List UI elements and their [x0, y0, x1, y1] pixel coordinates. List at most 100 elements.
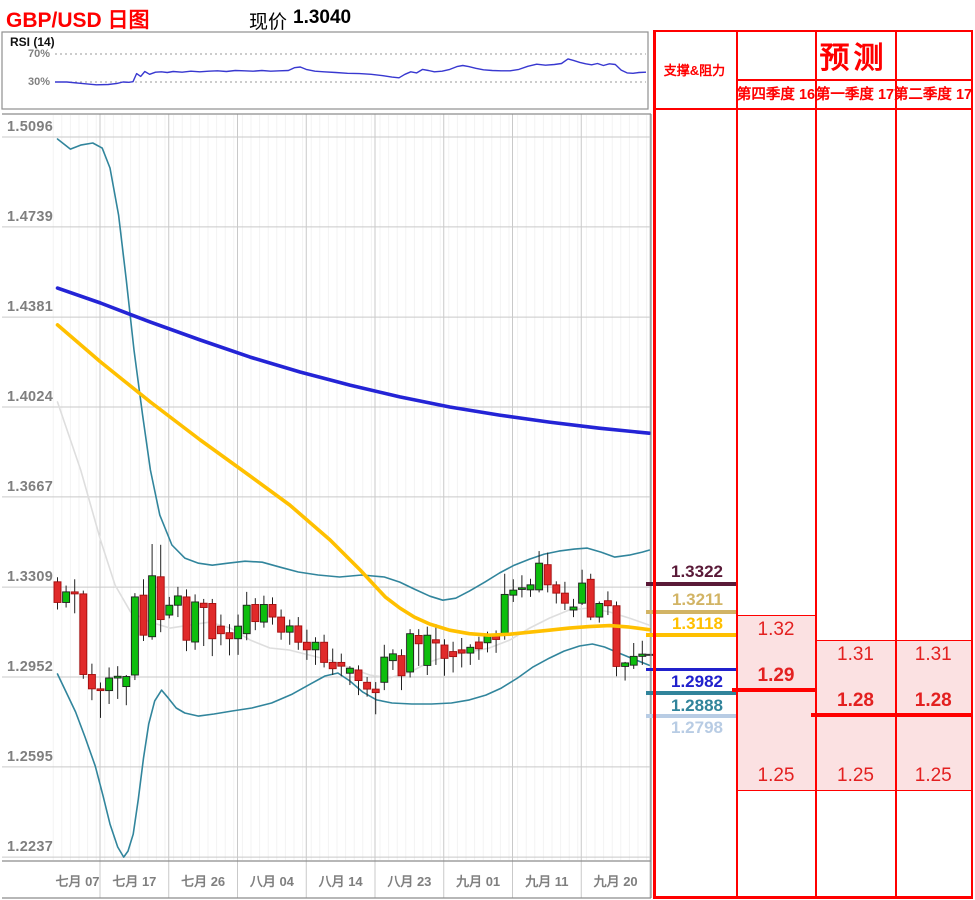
candle-down: [208, 603, 217, 640]
forecast-mid-line: [891, 713, 971, 718]
candle-down: [225, 632, 234, 640]
x-axis-label: 九月 01: [456, 873, 501, 889]
forecast-cell: [737, 614, 815, 791]
x-axis-label: 七月 26: [181, 873, 226, 889]
y-axis-label: 1.3667: [7, 478, 54, 495]
candle-up: [621, 662, 630, 667]
rsi-indicator-label: RSI (14): [10, 35, 55, 49]
candle-up: [191, 601, 200, 643]
forecast-mid-value: 1.28: [914, 690, 952, 712]
sr-level-line: [646, 609, 736, 614]
candle-down: [277, 616, 286, 633]
current-price-label: 现价: [249, 12, 288, 33]
sr-level-line: [646, 582, 736, 586]
candle-down: [560, 592, 569, 604]
forecast-header: 预测: [819, 41, 888, 75]
candle-down: [199, 602, 208, 608]
table-horizontal-border: [653, 108, 973, 110]
candle-up: [259, 604, 268, 623]
sr-level-label: 1.3211: [671, 590, 723, 610]
candle-down: [354, 669, 363, 681]
x-axis-label: 七月 17: [112, 873, 157, 889]
candle-down: [87, 674, 96, 690]
candle-down: [182, 596, 191, 641]
sr-level-label: 1.3118: [671, 613, 723, 633]
candle-down: [431, 639, 440, 644]
sr-level-label: 1.3322: [671, 562, 723, 582]
forecast-upper-value: 1.31: [837, 643, 874, 665]
sr-level-label: 1.2798: [671, 718, 723, 738]
support-resistance-header: 支撑&阻力: [663, 62, 726, 78]
candle-down: [397, 655, 406, 677]
candle-down: [294, 625, 303, 643]
candle-up: [122, 676, 131, 688]
candle-down: [603, 600, 612, 607]
table-vertical-border: [970, 30, 973, 898]
candle-down: [612, 605, 621, 667]
candle-up: [569, 606, 578, 611]
y-axis-label: 1.3309: [7, 569, 54, 586]
forecast-upper-value: 1.32: [757, 618, 795, 640]
y-axis-label: 1.4739: [7, 208, 54, 225]
y-axis-label: 1.2237: [7, 839, 54, 856]
forecast-low-value: 1.25: [914, 764, 952, 786]
quarter-header-1: 第四季度 16: [736, 86, 816, 103]
rsi-line: [55, 58, 647, 86]
candle-up: [380, 656, 389, 683]
table-vertical-border: [736, 30, 738, 898]
table-vertical-border: [653, 30, 656, 898]
candle-down: [474, 641, 483, 650]
candle-up: [113, 675, 122, 679]
page-title: GBP/USD 日图: [6, 9, 150, 32]
x-axis-label: 九月 11: [525, 873, 569, 889]
x-axis-label: 八月 23: [387, 873, 432, 889]
sr-level-line: [646, 633, 736, 637]
candle-down: [70, 591, 79, 595]
sr-level-label: 1.2888: [671, 695, 723, 715]
candle-down: [440, 644, 449, 659]
candle-up: [242, 604, 251, 635]
candle-down: [371, 688, 380, 694]
candle-up: [311, 641, 320, 651]
table-vertical-border: [895, 30, 897, 898]
sr-level-label: 1.2982: [671, 671, 723, 691]
candle-down: [586, 578, 595, 618]
candle-up: [517, 587, 526, 590]
candle-down: [96, 688, 105, 692]
candle-down: [457, 649, 466, 654]
candle-up: [62, 591, 71, 603]
candle-up: [285, 625, 294, 633]
candle-down: [552, 584, 561, 594]
table-horizontal-border: [736, 79, 973, 81]
candle-up: [578, 582, 587, 604]
sr-level-line: [646, 667, 736, 672]
candle-down: [139, 594, 148, 636]
quarter-header-2: 第一季度 17: [815, 86, 895, 103]
candle-up: [423, 634, 432, 666]
candle-down: [156, 576, 165, 621]
candle-up: [526, 584, 535, 591]
candle-down: [328, 661, 337, 670]
forecast-mid-value: 1.29: [757, 665, 795, 687]
forecast-low-value: 1.25: [837, 764, 874, 786]
table-vertical-border: [815, 30, 817, 898]
candle-up: [509, 589, 518, 596]
candle-up: [130, 596, 139, 676]
sr-level-line: [646, 691, 736, 695]
x-axis-label: 九月 20: [593, 873, 638, 889]
x-axis-label: 八月 04: [249, 873, 294, 889]
candle-up: [148, 575, 157, 638]
y-axis-label: 1.2952: [7, 659, 54, 675]
x-axis-label: 八月 14: [318, 873, 363, 889]
y-axis-label: 1.4381: [7, 299, 54, 316]
candle-down: [79, 593, 88, 675]
quarter-header-3: 第二季度 17: [893, 86, 973, 103]
candle-up: [345, 667, 354, 674]
table-horizontal-border: [653, 896, 973, 899]
candle-up: [406, 633, 415, 673]
candle-down: [268, 604, 277, 618]
candle-down: [363, 681, 372, 690]
forecast-upper-value: 1.31: [914, 643, 952, 665]
